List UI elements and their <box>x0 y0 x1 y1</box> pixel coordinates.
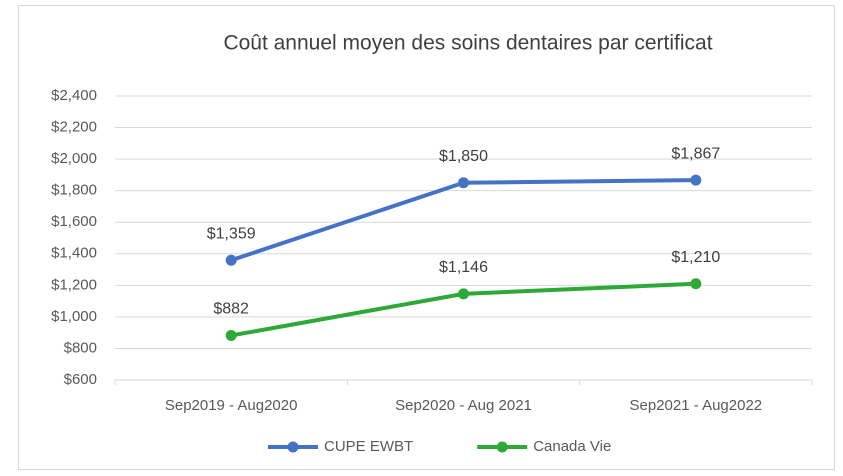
data-point <box>458 288 469 300</box>
y-tick-label: $1,400 <box>51 245 97 262</box>
chart-title: Coût annuel moyen des soins dentaires pa… <box>223 32 712 55</box>
legend-marker <box>496 441 508 453</box>
chart-border <box>18 5 835 470</box>
data-point <box>225 254 237 266</box>
y-tick-label: $2,200 <box>51 119 97 136</box>
data-label: $1,850 <box>439 148 488 165</box>
data-point <box>690 278 702 290</box>
y-tick-label: $600 <box>64 371 97 388</box>
y-tick-label: $1,000 <box>51 308 97 325</box>
x-tick-label: Sep2020 - Aug 2021 <box>395 397 532 414</box>
data-point <box>225 330 237 342</box>
data-label: $882 <box>213 301 249 318</box>
legend-label: CUPE EWBT <box>324 438 413 455</box>
data-label: $1,146 <box>439 259 488 276</box>
y-tick-label: $1,200 <box>51 276 97 293</box>
y-tick-label: $1,800 <box>51 182 97 199</box>
legend-marker <box>287 441 299 453</box>
data-label: $1,867 <box>671 145 720 162</box>
data-label: $1,210 <box>671 249 720 266</box>
y-tick-label: $2,400 <box>51 87 97 104</box>
x-tick-label: Sep2021 - Aug2022 <box>630 397 763 414</box>
data-point <box>458 177 469 189</box>
y-tick-label: $800 <box>64 339 97 356</box>
y-tick-label: $1,600 <box>51 213 97 230</box>
data-point <box>690 174 702 186</box>
data-label: $1,359 <box>207 225 256 242</box>
x-tick-label: Sep2019 - Aug2020 <box>165 397 298 414</box>
legend-label: Canada Vie <box>533 438 611 455</box>
y-tick-label: $2,000 <box>51 150 97 167</box>
